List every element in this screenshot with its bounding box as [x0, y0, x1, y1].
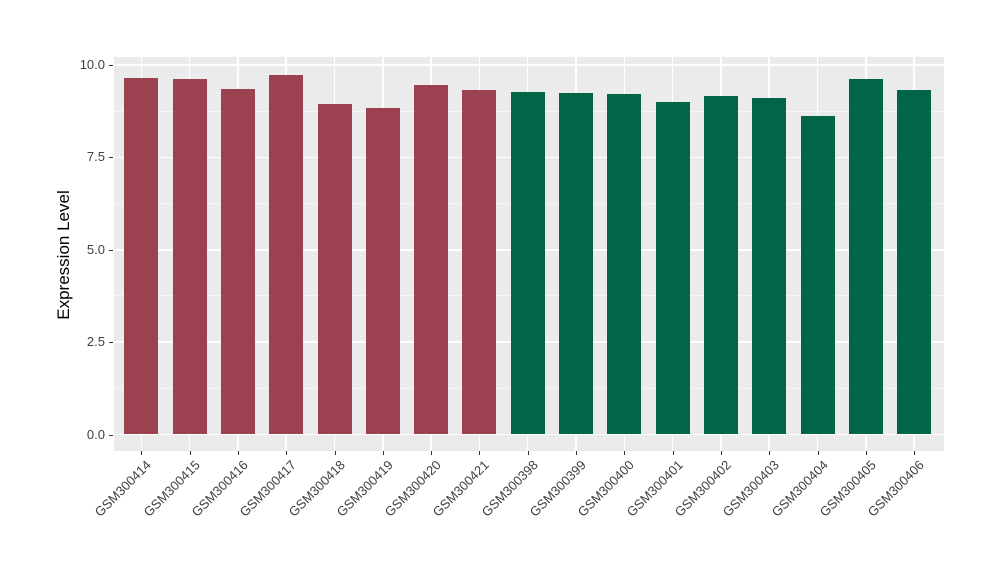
x-tick-mark: [576, 451, 577, 455]
x-tick-mark: [914, 451, 916, 455]
y-tick-label: 7.5: [86, 149, 105, 165]
plot-panel: [114, 57, 944, 451]
bar: [848, 78, 883, 435]
bar: [124, 77, 159, 435]
bar: [317, 103, 352, 435]
bar: [752, 97, 787, 435]
bar: [172, 78, 207, 435]
y-tick-mark: [109, 342, 113, 344]
x-tick-mark: [865, 451, 867, 455]
y-tick-mark: [109, 65, 113, 66]
y-tick-label: 10.0: [79, 57, 105, 72]
y-tick-mark: [109, 434, 113, 436]
x-tick-mark: [769, 451, 771, 455]
bar: [607, 94, 642, 435]
bar: [897, 89, 932, 435]
major-gridline: [114, 64, 944, 66]
x-tick-mark: [189, 451, 191, 455]
x-tick-mark: [334, 451, 336, 455]
bar: [414, 85, 449, 435]
bar: [800, 115, 835, 435]
x-tick-mark: [817, 451, 819, 455]
x-tick-mark: [720, 451, 722, 455]
y-tick-label: 5.0: [86, 241, 105, 257]
x-tick-mark: [527, 451, 529, 455]
bar: [703, 96, 738, 435]
x-tick-mark: [479, 451, 481, 455]
bar: [462, 89, 497, 435]
x-tick-mark: [237, 451, 239, 455]
major-gridline: [114, 433, 944, 436]
x-tick-mark: [286, 451, 288, 455]
bar: [655, 101, 690, 435]
bar: [220, 88, 255, 435]
y-tick-label: 2.5: [86, 334, 105, 350]
x-tick-mark: [431, 451, 433, 455]
y-tick-label: 0.0: [86, 426, 105, 442]
y-tick-mark: [109, 157, 113, 159]
y-tick-mark: [109, 249, 113, 251]
x-tick-mark: [141, 451, 143, 455]
bar: [365, 108, 400, 435]
bar: [269, 74, 304, 435]
bar: [510, 91, 545, 435]
bar: [559, 93, 593, 435]
x-tick-mark: [624, 451, 626, 455]
x-tick-mark: [672, 451, 674, 455]
y-axis-title: Expression Level: [54, 190, 73, 320]
x-tick-mark: [382, 451, 384, 455]
